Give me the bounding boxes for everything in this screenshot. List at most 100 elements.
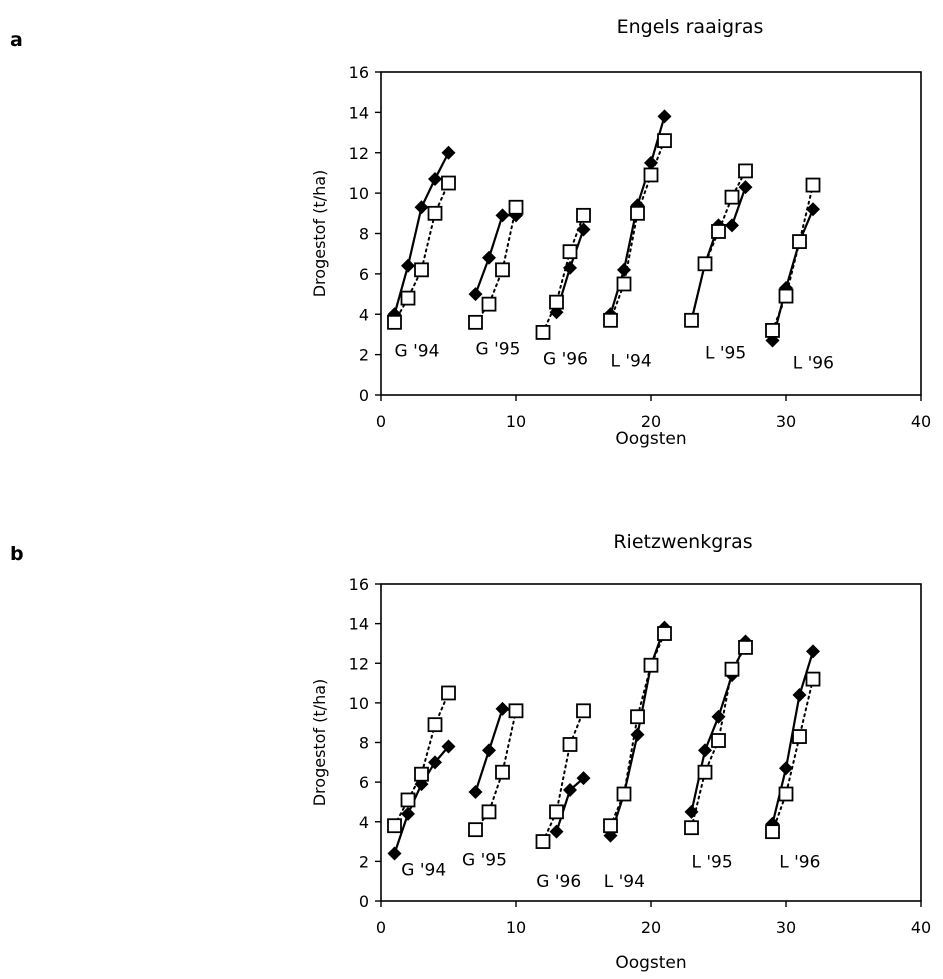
y-tick-label: 6 bbox=[359, 265, 369, 284]
series-2-point bbox=[765, 322, 780, 338]
series-2-point bbox=[657, 626, 672, 641]
series-2-point bbox=[495, 764, 510, 780]
y-tick-label: 4 bbox=[359, 813, 369, 832]
series-1-point bbox=[401, 258, 415, 273]
y-tick-label: 8 bbox=[359, 225, 369, 244]
series-2-point bbox=[481, 804, 497, 820]
annotation-label: G '95 bbox=[476, 340, 521, 360]
series-2-point bbox=[792, 234, 807, 249]
series-2-line bbox=[609, 139, 666, 322]
series-1-point bbox=[806, 202, 820, 217]
series-2-point bbox=[643, 167, 659, 183]
series-1-point bbox=[468, 287, 483, 302]
series-2-point bbox=[684, 312, 699, 328]
series-2-point bbox=[603, 312, 618, 328]
y-tick-label: 0 bbox=[359, 892, 369, 911]
annotation-label: G '96 bbox=[543, 350, 588, 370]
series-2-point bbox=[657, 133, 672, 149]
series-1-point bbox=[468, 785, 483, 800]
y-tick-label: 2 bbox=[359, 852, 369, 871]
annotation-label: L '95 bbox=[692, 852, 733, 872]
series-2-point bbox=[711, 733, 726, 748]
x-axis-label: Oogsten bbox=[615, 429, 686, 449]
series-2-point bbox=[738, 640, 753, 655]
series-1-point bbox=[549, 824, 564, 839]
series-2-line bbox=[690, 169, 747, 322]
series-2-line bbox=[393, 692, 450, 827]
series-2-point bbox=[765, 824, 780, 840]
series-2-line bbox=[771, 678, 814, 833]
annotation-label: L '94 bbox=[604, 872, 645, 892]
series-2-point bbox=[481, 296, 497, 312]
x-tick-label: 20 bbox=[641, 412, 661, 431]
series-1-point bbox=[576, 222, 591, 237]
series-1-point bbox=[711, 709, 726, 724]
x-tick-label: 30 bbox=[776, 412, 796, 431]
series-2-point bbox=[697, 764, 713, 780]
series-1-point bbox=[576, 771, 591, 786]
series-2-point bbox=[414, 262, 429, 278]
series-2-point bbox=[576, 703, 591, 719]
series-2-point bbox=[468, 314, 483, 330]
series-2-point bbox=[724, 661, 740, 677]
y-tick-label: 14 bbox=[349, 103, 369, 122]
annotation-label: L '96 bbox=[793, 354, 834, 374]
x-tick-label: 10 bbox=[506, 412, 526, 431]
series-2-point bbox=[508, 199, 524, 215]
series-1-line bbox=[690, 186, 747, 321]
series-2-point bbox=[400, 792, 416, 808]
annotation-label: G '96 bbox=[536, 872, 581, 892]
series-2-point bbox=[468, 822, 483, 838]
series-2-line bbox=[474, 709, 517, 831]
series-2-point bbox=[778, 288, 794, 304]
y-tick-label: 16 bbox=[349, 63, 369, 82]
series-2-point bbox=[549, 294, 564, 310]
series-2-point bbox=[711, 224, 726, 239]
series-2-point bbox=[778, 786, 794, 802]
x-tick-label: 20 bbox=[641, 918, 661, 937]
chart-panel-b: b Rietzwenkgras 0 2 4 6 8 10 12 14 16 0 10 20 30 40 Oogs… bbox=[10, 531, 931, 973]
series-1-point bbox=[563, 783, 577, 798]
series-2-point bbox=[684, 820, 699, 836]
series-1-point bbox=[684, 804, 699, 819]
series-2-line bbox=[542, 214, 585, 334]
annotation-label: G '95 bbox=[462, 850, 507, 870]
series-2-point bbox=[400, 290, 416, 306]
series-2-point bbox=[805, 177, 821, 193]
series-1-point bbox=[698, 743, 712, 758]
y-tick-label: 2 bbox=[359, 346, 369, 365]
series-2-point bbox=[697, 256, 713, 272]
series-1-line bbox=[771, 208, 815, 341]
series-2-point bbox=[535, 834, 551, 849]
series-2-point bbox=[643, 657, 659, 673]
chart-title: Engels raaigras bbox=[617, 16, 764, 38]
series-2-point bbox=[441, 175, 456, 191]
series-2-point bbox=[616, 786, 632, 802]
y-tick-label: 8 bbox=[359, 734, 369, 753]
series-2-point bbox=[724, 189, 740, 205]
series-1-point bbox=[630, 727, 645, 742]
y-axis-label: Drogestof (t/ha) bbox=[310, 679, 329, 807]
series-1-point bbox=[738, 180, 753, 195]
series-2-point bbox=[792, 729, 807, 744]
y-tick-label: 12 bbox=[349, 144, 369, 163]
series-2-point bbox=[630, 709, 645, 725]
x-tick-label: 40 bbox=[911, 918, 931, 937]
series-1-point bbox=[387, 846, 402, 861]
series-1-point bbox=[428, 171, 442, 186]
panel-label: a bbox=[10, 29, 23, 51]
series-1-point bbox=[495, 208, 510, 223]
x-tick-label: 30 bbox=[776, 918, 796, 937]
series-1-point bbox=[482, 743, 496, 758]
series-2-line bbox=[771, 184, 814, 332]
y-axis-label: Drogestof (t/ha) bbox=[310, 170, 329, 298]
series-1-point bbox=[401, 806, 415, 821]
series-2-line bbox=[474, 206, 517, 324]
panel-label: b bbox=[10, 543, 24, 565]
series-1-point bbox=[482, 250, 496, 265]
annotation-label: L '94 bbox=[611, 352, 652, 372]
y-tick-label: 4 bbox=[359, 305, 369, 324]
series-2-point bbox=[549, 804, 564, 820]
plot-frame bbox=[380, 71, 922, 396]
